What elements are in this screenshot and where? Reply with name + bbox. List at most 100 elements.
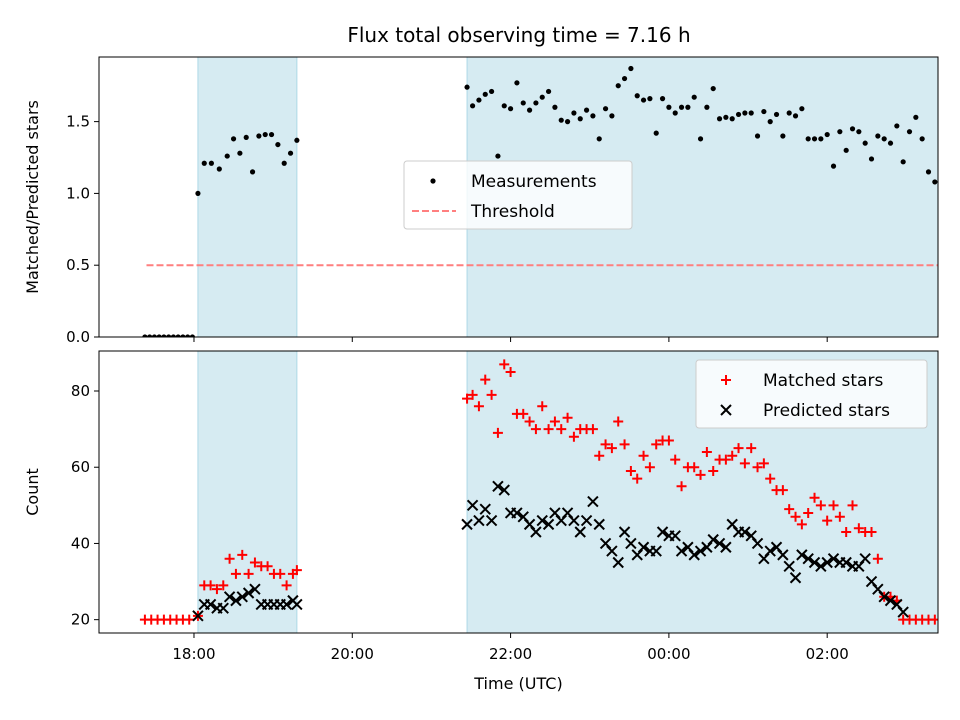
- predicted-stars-point: [230, 594, 242, 607]
- predicted-stars-point: [479, 503, 491, 515]
- measurement-point: [704, 104, 710, 110]
- matched-stars-point: [809, 492, 820, 503]
- legend: Measurements Threshold: [403, 160, 633, 230]
- measurement-point: [773, 111, 780, 118]
- legend-predicted-marker: [720, 404, 732, 416]
- measurement-point: [224, 153, 230, 159]
- legend-matched-marker: [721, 375, 731, 385]
- matched-stars-point: [929, 614, 938, 625]
- measurement-point: [735, 111, 742, 118]
- predicted-stars-point: [688, 549, 700, 561]
- predicted-stars-point: [492, 480, 504, 492]
- measurement-point: [742, 110, 748, 116]
- predicted-stars-point: [656, 526, 669, 538]
- predicted-stars-point: [783, 560, 795, 573]
- measurement-point: [881, 136, 887, 142]
- matched-stars-point: [689, 462, 700, 473]
- measurement-point: [545, 88, 552, 95]
- matched-stars-point: [733, 443, 744, 454]
- matched-stars-point: [670, 454, 681, 465]
- legend-label-threshold: Threshold: [470, 202, 555, 222]
- matched-stars-point: [790, 511, 801, 522]
- x-tick-label: 22:00: [489, 645, 532, 663]
- measurement-point: [811, 136, 818, 142]
- matched-stars-point: [281, 580, 292, 591]
- matched-stars-point: [676, 481, 687, 492]
- predicted-stars-point: [625, 537, 637, 550]
- shaded-span-0: [197, 57, 297, 337]
- matched-stars-point: [758, 458, 769, 469]
- measurement-point: [156, 334, 162, 337]
- matched-stars-point: [834, 511, 845, 522]
- predicted-stars-point: [707, 533, 719, 546]
- chart-title: Flux total observing time = 7.16 h: [347, 23, 690, 47]
- predicted-stars-point: [815, 560, 827, 573]
- matched-stars-point: [784, 504, 795, 515]
- axes-frame: [98, 56, 939, 338]
- measurement-point: [552, 104, 558, 110]
- measurement-point: [824, 131, 830, 138]
- legend-label-measurements: Measurements: [471, 172, 597, 192]
- predicted-stars-point: [466, 499, 479, 512]
- predicted-stars-point: [461, 518, 473, 531]
- measurement-point: [843, 147, 849, 153]
- predicted-stars-point: [204, 598, 217, 611]
- y-tick-label: 0.5: [66, 256, 90, 274]
- matched-stars-point: [205, 580, 216, 591]
- measurement-point: [281, 160, 287, 166]
- measurement-point: [147, 334, 153, 337]
- matched-stars-point: [492, 427, 503, 438]
- matched-stars-point: [841, 527, 852, 538]
- matched-stars-point: [752, 462, 763, 473]
- predicted-stars-point: [796, 549, 808, 561]
- legend-box: [695, 359, 928, 429]
- matched-stars-point: [486, 389, 497, 400]
- matched-stars-point: [720, 454, 731, 465]
- matched-stars-point: [853, 523, 864, 534]
- matched-stars-point: [473, 401, 484, 412]
- predicted-stars-point: [789, 572, 802, 584]
- measurement-point: [208, 160, 214, 166]
- measurement-point: [678, 104, 685, 110]
- matched-stars-point: [562, 412, 573, 423]
- predicted-stars-point: [249, 583, 261, 595]
- predicted-stars-point: [473, 514, 485, 527]
- measurement-point: [539, 94, 545, 100]
- measurement-point: [243, 134, 249, 141]
- measurement-point: [913, 114, 919, 120]
- measurement-point: [180, 334, 186, 337]
- measurement-point: [571, 110, 577, 116]
- matched-stars-point: [275, 568, 286, 579]
- measurement-point: [767, 119, 773, 125]
- predicted-stars-point: [884, 594, 897, 607]
- panel-bottom: 2040608018:0020:0022:0000:0002:0004:00Co…: [23, 350, 939, 693]
- measurement-point: [786, 110, 792, 116]
- matched-stars-point: [708, 466, 719, 477]
- measurement-point: [799, 106, 805, 112]
- predicted-stars-point: [827, 552, 840, 565]
- measurement-point: [216, 166, 222, 172]
- matched-stars-point: [777, 485, 788, 496]
- matched-stars-point: [556, 424, 567, 435]
- matched-stars-point: [619, 439, 630, 450]
- matched-stars-point: [262, 561, 273, 572]
- series-matched-stars: [139, 359, 938, 625]
- measurement-point: [275, 141, 281, 148]
- matched-stars-point: [530, 424, 541, 435]
- matched-stars-point: [462, 393, 473, 404]
- predicted-stars-point: [618, 526, 631, 538]
- measurement-point: [887, 140, 894, 146]
- measurement-point: [189, 334, 195, 337]
- matched-stars-point: [568, 431, 579, 442]
- matched-stars-point: [224, 553, 235, 564]
- measurement-point: [875, 133, 881, 139]
- measurement-point: [249, 169, 256, 175]
- measurement-point: [482, 91, 488, 97]
- matched-stars-point: [644, 462, 655, 473]
- measurement-point: [780, 133, 786, 139]
- matched-stars-point: [543, 424, 554, 435]
- predicted-stars-point: [593, 518, 605, 531]
- matched-stars-point: [632, 473, 643, 484]
- matched-stars-point: [651, 439, 662, 450]
- matched-stars-point: [537, 401, 548, 412]
